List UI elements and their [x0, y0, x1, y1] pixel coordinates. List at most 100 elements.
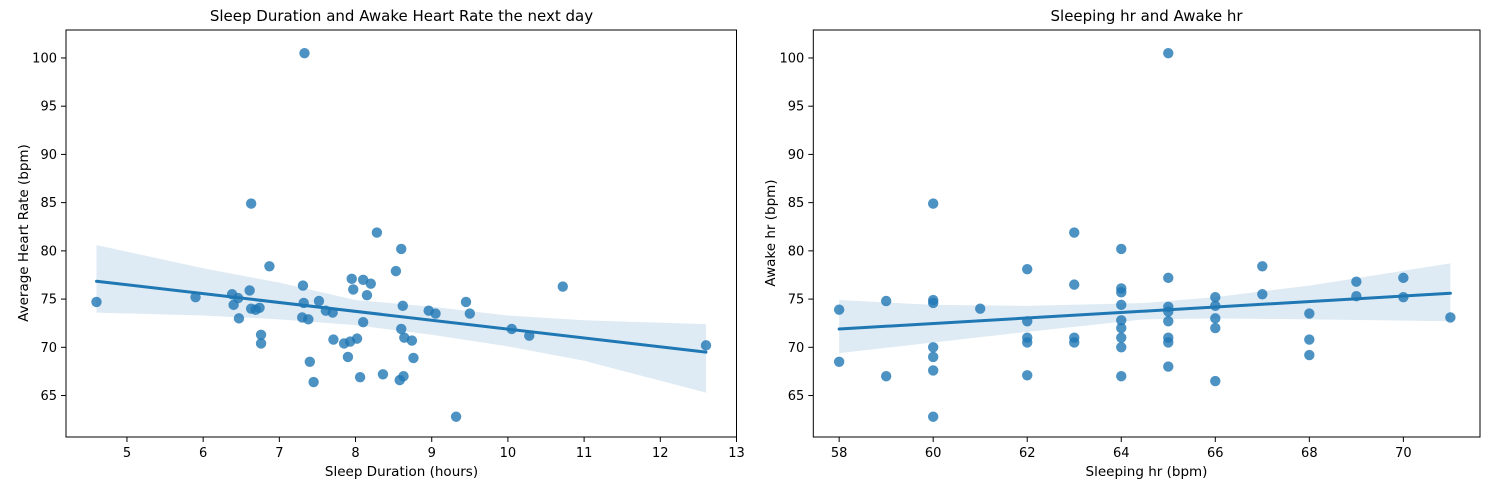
scatter-point: [927, 297, 939, 309]
scatter-point: [1304, 349, 1315, 361]
y-tick-label: 75: [788, 293, 805, 308]
scatter-point: [1116, 322, 1127, 334]
scatter-point: [390, 265, 402, 277]
x-tick-label: 70: [1395, 446, 1412, 461]
scatter-point: [927, 342, 939, 353]
scatter-point: [396, 323, 407, 335]
scatter-point: [348, 284, 359, 295]
y-tick-label: 80: [40, 244, 57, 259]
scatter-point: [460, 296, 472, 308]
scatter-point: [232, 292, 244, 304]
scatter-point: [233, 313, 245, 324]
y-tick-label: 95: [40, 100, 57, 115]
confidence-band: [839, 263, 1451, 354]
y-tick-label: 90: [40, 148, 57, 163]
scatter-point: [1069, 227, 1080, 238]
scatter-point: [91, 296, 102, 308]
scatter-point: [1116, 332, 1127, 343]
scatter-point: [396, 243, 407, 255]
x-tick-label: 6: [199, 446, 207, 461]
scatter-point: [1210, 313, 1221, 324]
scatter-point: [298, 297, 309, 309]
regression-line: [837, 291, 1452, 331]
x-tick-label: 66: [1207, 446, 1224, 461]
y-tick-label: 70: [788, 341, 805, 356]
scatter-point: [371, 227, 383, 238]
x-tick-label: 9: [428, 446, 436, 461]
chart-title: Sleep Duration and Awake Heart Rate the …: [209, 7, 594, 25]
scatter-point: [1210, 300, 1221, 312]
scatter-point: [1069, 279, 1080, 290]
scatter-point: [328, 334, 339, 345]
scatter-point: [1257, 289, 1268, 300]
scatter-point: [927, 365, 939, 376]
scatter-point: [1116, 287, 1127, 298]
scatter-point: [833, 304, 845, 315]
scatter-point: [1210, 291, 1221, 303]
x-tick-label: 10: [500, 446, 517, 461]
scatter-point: [1210, 322, 1221, 334]
scatter-point: [450, 411, 462, 422]
y-tick-label: 85: [788, 196, 805, 211]
scatter-point: [297, 280, 309, 291]
scatter-point: [354, 372, 366, 383]
y-tick-label: 65: [40, 389, 57, 404]
axes-frame: [812, 29, 1481, 438]
axes-frame: [65, 29, 737, 438]
x-tick-label: 11: [576, 446, 593, 461]
scatter-point: [342, 351, 354, 363]
x-tick-label: 8: [351, 446, 359, 461]
y-tick-label: 100: [32, 51, 57, 66]
scatter-point: [880, 371, 892, 382]
scatter-point: [365, 278, 376, 289]
scatter-point: [833, 356, 845, 367]
scatter-point: [1398, 291, 1409, 303]
x-tick-label: 60: [925, 446, 942, 461]
x-tick-label: 12: [652, 446, 669, 461]
scatter-point: [254, 302, 265, 313]
y-tick-label: 70: [40, 341, 57, 356]
scatter-point: [524, 330, 535, 341]
y-tick-label: 65: [788, 389, 805, 404]
x-tick-label: 68: [1301, 446, 1318, 461]
scatter-point: [1022, 337, 1033, 348]
scatter-point: [190, 291, 201, 303]
scatter-point: [357, 317, 369, 328]
scatter-point: [244, 285, 255, 296]
scatter-point: [1351, 290, 1362, 302]
scatter-point: [557, 281, 568, 292]
scatter-point: [430, 308, 441, 319]
x-tick-label: 58: [831, 446, 848, 461]
scatter-point: [361, 290, 373, 301]
scatter-point: [351, 333, 363, 344]
confidence-band: [96, 245, 707, 393]
y-tick-label: 90: [788, 148, 805, 163]
scatter-point: [506, 323, 517, 335]
scatter-point: [255, 338, 267, 349]
scatter-point: [927, 198, 939, 209]
scatter-point: [308, 376, 319, 388]
scatter-point: [377, 369, 389, 380]
scatter-point: [464, 308, 476, 319]
scatter-point: [245, 198, 257, 209]
scatter-point: [1445, 312, 1456, 323]
scatter-point: [1116, 342, 1127, 353]
scatter-point: [1304, 308, 1315, 319]
scatter-point: [264, 261, 275, 272]
scatter-point: [255, 329, 267, 340]
x-axis-label: Sleep Duration (hours): [324, 464, 479, 480]
scatter-point: [1163, 337, 1174, 348]
x-tick-label: 5: [123, 446, 131, 461]
scatter-point: [1163, 306, 1174, 317]
scatter-point: [304, 356, 316, 367]
scatter-point: [313, 295, 325, 307]
scatter-point: [1398, 272, 1409, 284]
scatter-point: [406, 335, 418, 346]
scatter-point: [1163, 316, 1174, 327]
scatter-point: [327, 307, 338, 318]
x-tick-label: 13: [728, 446, 745, 461]
y-tick-label: 80: [788, 244, 805, 259]
scatter-point: [927, 411, 939, 422]
